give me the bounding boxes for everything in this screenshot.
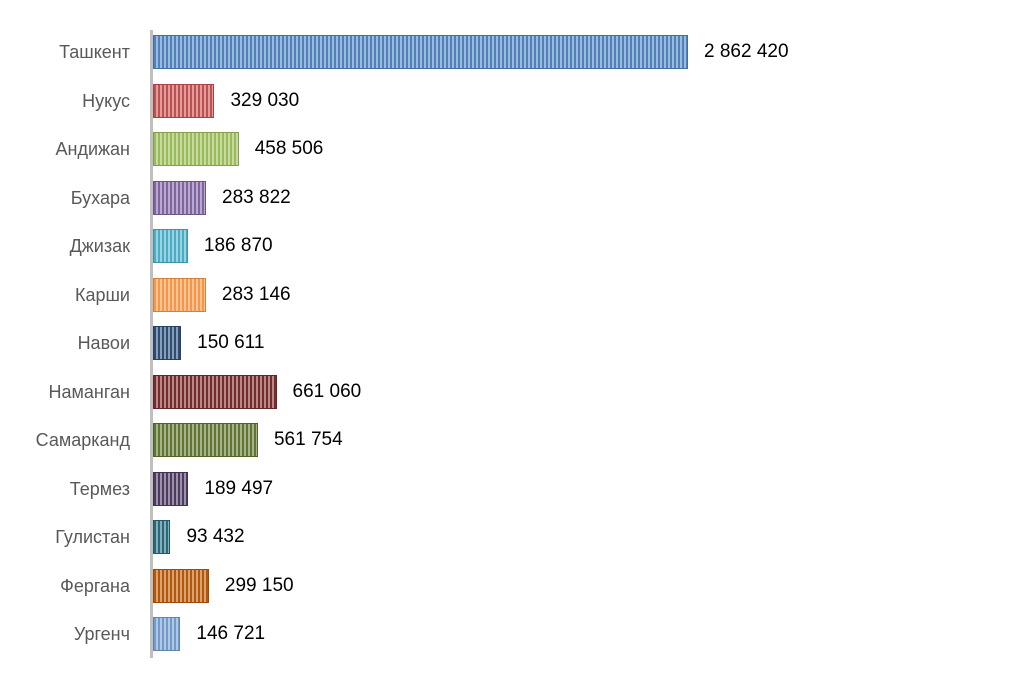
category-axis-line [150,30,153,658]
data-label: 283 146 [221,283,291,305]
bar [153,132,239,166]
category-label: Самарканд [35,430,130,450]
bar [153,568,209,603]
category-label: Наманган [48,381,130,402]
category-label: Нукус [82,90,130,111]
data-label: 2 862 420 [704,41,789,62]
data-label: 329 030 [230,89,300,111]
category-label: Ургенч [73,624,130,644]
data-label: 150 611 [197,332,265,353]
category-label: Джизак [69,236,130,256]
bar [153,229,188,263]
data-label: 283 822 [222,186,291,208]
data-label: 299 150 [224,574,294,596]
category-label: Навои [77,333,130,353]
category-label: Гулистан [55,527,130,547]
bar [153,35,688,69]
bar [153,471,189,506]
category-label: Фергана [60,575,130,596]
bar [153,520,171,554]
category-label: Бухара [70,187,130,208]
bar [153,83,215,118]
data-label: 561 754 [273,429,343,450]
data-label: 189 497 [204,477,274,499]
data-label: 93 432 [186,526,245,547]
bar [153,374,277,409]
category-label: Ташкент [59,42,130,62]
category-label: Андижан [55,139,131,159]
bar [153,277,206,312]
category-label: Карши [74,284,130,305]
data-label: 661 060 [292,380,362,402]
data-label: 146 721 [196,623,266,644]
bar [153,326,182,360]
category-label: Термез [69,478,130,499]
bar [153,180,207,215]
bar [153,617,181,651]
data-label: 186 870 [203,235,273,256]
bar [153,423,258,457]
data-label: 458 506 [254,138,324,159]
